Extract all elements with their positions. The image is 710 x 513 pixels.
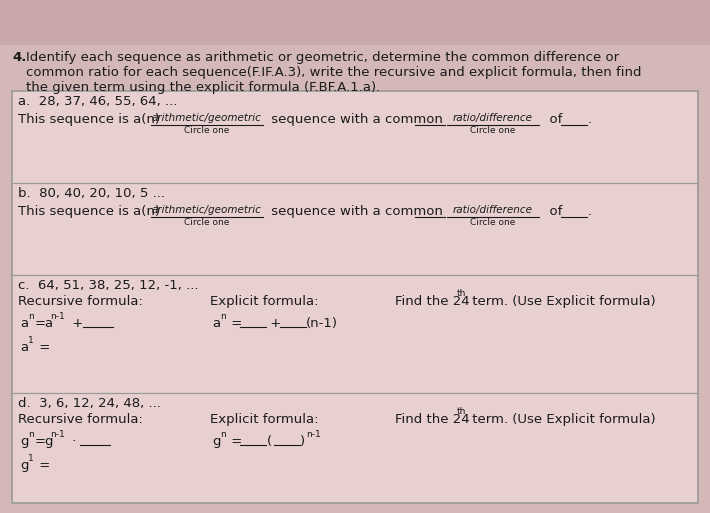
Text: of: of [541, 113, 562, 126]
Text: arithmetic/geometric: arithmetic/geometric [152, 205, 262, 215]
Text: =: = [35, 459, 50, 472]
Text: a: a [20, 341, 28, 354]
Text: Find the 24: Find the 24 [395, 413, 469, 426]
Text: 1: 1 [28, 454, 34, 463]
Text: of: of [541, 205, 562, 218]
Text: c.  64, 51, 38, 25, 12, -1, ...: c. 64, 51, 38, 25, 12, -1, ... [18, 279, 199, 292]
Text: Circle one: Circle one [185, 218, 230, 227]
Text: .: . [588, 205, 592, 218]
Text: Recursive formula:: Recursive formula: [18, 413, 143, 426]
Text: This sequence is a(n): This sequence is a(n) [18, 113, 160, 126]
Text: 1: 1 [28, 336, 34, 345]
Text: Circle one: Circle one [470, 218, 515, 227]
Text: =: = [227, 435, 242, 448]
Text: arithmetic/geometric: arithmetic/geometric [152, 113, 262, 123]
Text: n-1: n-1 [50, 312, 65, 321]
Text: g: g [20, 435, 28, 448]
Text: n: n [28, 312, 34, 321]
Text: n: n [220, 430, 226, 439]
Text: =: = [35, 341, 50, 354]
Text: ·: · [68, 435, 77, 448]
Text: n-1: n-1 [306, 430, 321, 439]
Text: d.  3, 6, 12, 24, 48, ...: d. 3, 6, 12, 24, 48, ... [18, 397, 161, 410]
Text: Circle one: Circle one [470, 126, 515, 135]
Text: g: g [20, 459, 28, 472]
Text: (n-1): (n-1) [306, 317, 338, 330]
Text: Explicit formula:: Explicit formula: [210, 413, 319, 426]
Text: n: n [220, 312, 226, 321]
Text: n-1: n-1 [50, 430, 65, 439]
Text: common ratio for each sequence(F.IF.A.3), write the recursive and explicit formu: common ratio for each sequence(F.IF.A.3)… [26, 66, 642, 79]
Text: 4.: 4. [12, 51, 26, 64]
Text: term. (Use Explicit formula): term. (Use Explicit formula) [468, 295, 655, 308]
Text: Explicit formula:: Explicit formula: [210, 295, 319, 308]
Text: =g: =g [35, 435, 55, 448]
Text: th: th [457, 407, 466, 416]
Text: sequence with a common: sequence with a common [267, 205, 443, 218]
Text: This sequence is a(n): This sequence is a(n) [18, 205, 160, 218]
Text: the given term using the explicit formula (F.BF.A.1.a).: the given term using the explicit formul… [26, 81, 381, 94]
Text: ): ) [300, 435, 305, 448]
Text: (: ( [267, 435, 272, 448]
Text: Circle one: Circle one [185, 126, 230, 135]
Text: .: . [588, 113, 592, 126]
Text: Identify each sequence as arithmetic or geometric, determine the common differen: Identify each sequence as arithmetic or … [26, 51, 619, 64]
Text: +: + [68, 317, 83, 330]
Text: Find the 24: Find the 24 [395, 295, 469, 308]
Text: sequence with a common: sequence with a common [267, 113, 443, 126]
Text: term. (Use Explicit formula): term. (Use Explicit formula) [468, 413, 655, 426]
Text: =a: =a [35, 317, 54, 330]
Text: g: g [212, 435, 221, 448]
Text: Recursive formula:: Recursive formula: [18, 295, 143, 308]
Text: =: = [227, 317, 242, 330]
Text: ratio/difference: ratio/difference [453, 113, 533, 123]
Text: a: a [212, 317, 220, 330]
Text: a: a [20, 317, 28, 330]
Text: b.  80, 40, 20, 10, 5 ...: b. 80, 40, 20, 10, 5 ... [18, 187, 165, 200]
FancyBboxPatch shape [0, 0, 710, 45]
FancyBboxPatch shape [12, 91, 698, 503]
Text: +: + [266, 317, 281, 330]
Text: ratio/difference: ratio/difference [453, 205, 533, 215]
Text: th: th [457, 289, 466, 298]
Text: a.  28, 37, 46, 55, 64, ...: a. 28, 37, 46, 55, 64, ... [18, 95, 178, 108]
Text: n: n [28, 430, 34, 439]
